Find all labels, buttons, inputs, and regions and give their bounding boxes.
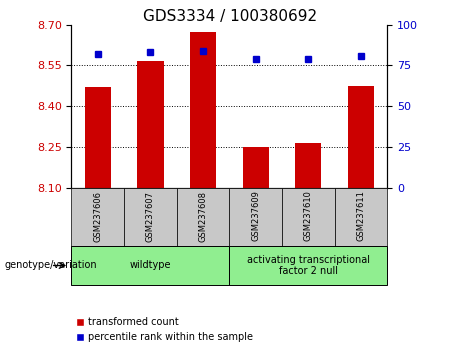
Bar bbox=[335, 188, 387, 246]
Text: wildtype: wildtype bbox=[130, 261, 171, 270]
Bar bbox=[295, 143, 321, 188]
Text: GSM237611: GSM237611 bbox=[356, 190, 366, 241]
Bar bbox=[137, 61, 164, 188]
Bar bbox=[348, 86, 374, 188]
Bar bbox=[242, 147, 269, 188]
Bar bbox=[124, 188, 177, 246]
Bar bbox=[229, 188, 282, 246]
Bar bbox=[71, 188, 124, 246]
Text: GSM237610: GSM237610 bbox=[304, 190, 313, 241]
Text: GSM237608: GSM237608 bbox=[199, 190, 207, 241]
Bar bbox=[71, 246, 229, 285]
Bar bbox=[177, 188, 229, 246]
Bar bbox=[190, 32, 216, 188]
Legend: transformed count, percentile rank within the sample: transformed count, percentile rank withi… bbox=[77, 317, 253, 342]
Text: GSM237607: GSM237607 bbox=[146, 190, 155, 241]
Bar bbox=[229, 246, 387, 285]
Text: GSM237609: GSM237609 bbox=[251, 190, 260, 241]
Text: genotype/variation: genotype/variation bbox=[5, 261, 97, 270]
Text: GDS3334 / 100380692: GDS3334 / 100380692 bbox=[143, 9, 318, 24]
Text: activating transcriptional
factor 2 null: activating transcriptional factor 2 null bbox=[247, 255, 370, 276]
Text: GSM237606: GSM237606 bbox=[93, 190, 102, 241]
Bar bbox=[85, 87, 111, 188]
Bar bbox=[282, 188, 335, 246]
